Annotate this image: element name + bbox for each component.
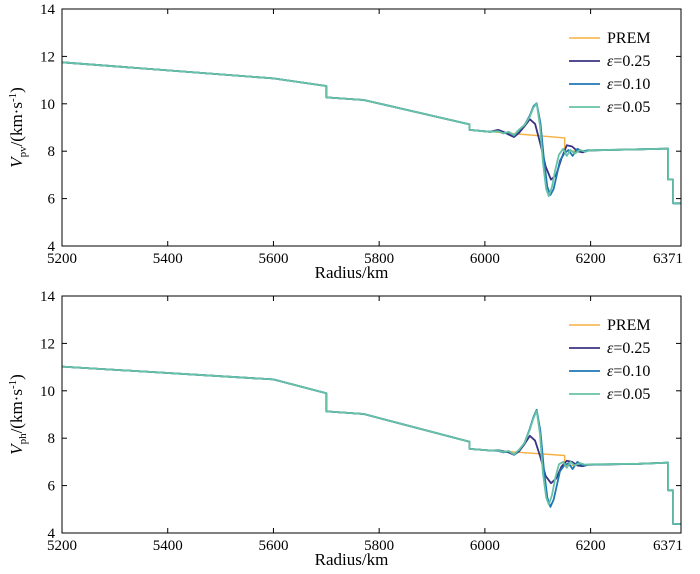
x-axis-label: Radius/km bbox=[315, 550, 389, 569]
x-tick-label: 5400 bbox=[153, 251, 183, 267]
legend-label-1: ε=0.25 bbox=[607, 340, 650, 357]
y-tick-label: 6 bbox=[48, 479, 56, 495]
series-lines bbox=[62, 365, 681, 525]
series-lines bbox=[62, 61, 681, 205]
legend-label-3: ε=0.05 bbox=[607, 386, 650, 403]
y-tick-label: 12 bbox=[40, 336, 55, 352]
series-line-3 bbox=[62, 61, 681, 205]
legend-label-2: ε=0.10 bbox=[607, 76, 650, 93]
x-tick-label: 5800 bbox=[364, 538, 394, 554]
x-tick-label: 6371 bbox=[653, 251, 683, 267]
x-tick-label: 5600 bbox=[258, 538, 288, 554]
x-tick-label: 5200 bbox=[47, 251, 77, 267]
series-line-2 bbox=[62, 365, 681, 525]
x-tick-label: 5800 bbox=[364, 251, 394, 267]
series-line-0 bbox=[62, 365, 681, 525]
legend: PREM ε=0.25 ε=0.10 ε=0.05 bbox=[569, 317, 651, 403]
y-tick-label: 8 bbox=[48, 431, 56, 447]
legend-label-0: PREM bbox=[607, 30, 651, 47]
series-line-3 bbox=[62, 365, 681, 525]
y-tick-label: 12 bbox=[40, 49, 55, 65]
chart-panel-vpv: 5200 5400 5600 5800 6000 6200 6371 4 6 8 10 12 14 Rad… bbox=[7, 2, 683, 282]
legend-label-0: PREM bbox=[607, 317, 651, 334]
series-line-1 bbox=[62, 365, 681, 525]
axes-frame bbox=[61, 8, 682, 247]
y-axis-label: Vpv/(km·s-1) bbox=[7, 87, 29, 168]
y-tick-label: 6 bbox=[48, 192, 56, 208]
y-tick-label: 14 bbox=[40, 289, 56, 305]
y-tick-label: 10 bbox=[40, 384, 55, 400]
legend-label-3: ε=0.05 bbox=[607, 99, 650, 116]
y-tick-label: 8 bbox=[48, 144, 56, 160]
x-tick-label: 5600 bbox=[258, 251, 288, 267]
x-tick-label: 6371 bbox=[653, 538, 683, 554]
x-tick-label: 5400 bbox=[153, 538, 183, 554]
y-tick-label: 14 bbox=[40, 2, 56, 18]
x-tick-label: 6200 bbox=[576, 538, 606, 554]
x-tick-label: 6200 bbox=[576, 251, 606, 267]
y-tick-label: 4 bbox=[48, 239, 56, 255]
x-axis-label: Radius/km bbox=[315, 263, 389, 282]
chart-panel-vph: 5200 5400 5600 5800 6000 6200 6371 4 6 8 10 12 14 Rad… bbox=[7, 289, 683, 569]
x-tick-label: 5200 bbox=[47, 538, 77, 554]
legend: PREM ε=0.25 ε=0.10 ε=0.05 bbox=[569, 30, 651, 116]
y-tick-label: 4 bbox=[48, 526, 56, 542]
legend-label-2: ε=0.10 bbox=[607, 363, 650, 380]
y-tick-label: 10 bbox=[40, 97, 55, 113]
axes-frame bbox=[61, 295, 682, 534]
legend-label-1: ε=0.25 bbox=[607, 53, 650, 70]
x-tick-label: 6000 bbox=[470, 251, 500, 267]
y-axis-label: Vph/(km·s-1) bbox=[7, 374, 29, 455]
x-tick-label: 6000 bbox=[470, 538, 500, 554]
